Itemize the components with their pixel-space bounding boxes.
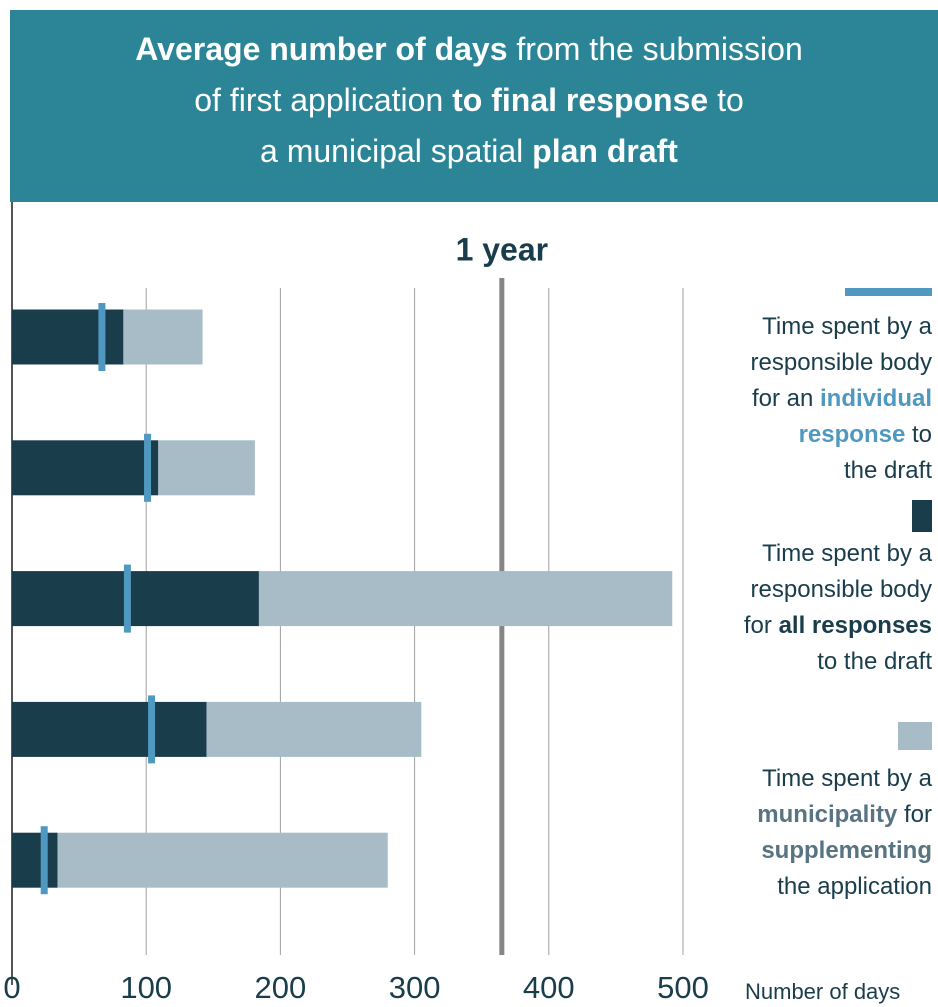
- legend-label-part: all responses: [779, 612, 932, 639]
- legend-label: for an individual: [752, 385, 932, 412]
- marker: [40, 826, 48, 895]
- legend-label: responsible body: [751, 349, 932, 376]
- legend-label-part: the application: [777, 873, 932, 900]
- x-tick-label: 0: [3, 970, 20, 1005]
- chart-title-part: to: [708, 82, 744, 118]
- bar-segment: [258, 571, 673, 627]
- legend-label-part: individual: [820, 385, 932, 412]
- legend-swatch: [898, 722, 932, 750]
- legend-label: the draft: [844, 457, 932, 484]
- legend-label: to the draft: [817, 648, 932, 675]
- legend-label-part: for an: [752, 385, 820, 412]
- chart-title: of first application to final response t…: [194, 82, 744, 118]
- legend-label: municipality for: [757, 801, 932, 828]
- legend-label-part: response: [799, 421, 906, 448]
- bar-segment: [12, 571, 259, 627]
- legend-label-part: for: [744, 612, 779, 639]
- legend-swatch: [912, 500, 932, 532]
- legend-label: Time spent by a: [762, 540, 933, 567]
- x-tick-label: 100: [120, 970, 172, 1005]
- legend-label: the application: [777, 873, 932, 900]
- legend-label: Time spent by a: [762, 313, 933, 340]
- legend-label-part: supplementing: [761, 837, 932, 864]
- chart-title-part: of first application: [194, 82, 452, 118]
- chart-title-part: to final response: [452, 82, 708, 118]
- legend-label-part: to: [905, 421, 932, 448]
- chart-title-part: from the submission: [508, 31, 803, 67]
- bar-segment: [12, 440, 159, 496]
- legend-label: response to: [799, 421, 932, 448]
- legend-label: Time spent by a: [762, 765, 933, 792]
- bar-segment: [57, 832, 388, 888]
- legend-label: responsible body: [751, 576, 932, 603]
- legend-label-part: Time spent by a: [762, 765, 933, 792]
- legend-label-part: Time spent by a: [762, 540, 933, 567]
- legend-label-part: responsible body: [751, 349, 932, 376]
- legend-swatch: [845, 288, 932, 296]
- x-axis-label: Number of days: [745, 979, 900, 1004]
- chart-title-part: Average number of days: [135, 31, 507, 67]
- chart-title-part: a municipal spatial: [260, 133, 532, 169]
- legend-label-part: municipality: [757, 801, 898, 828]
- marker: [144, 433, 152, 502]
- x-tick-label: 300: [389, 970, 441, 1005]
- marker: [123, 564, 131, 633]
- bar-segment: [12, 701, 207, 757]
- chart-title: a municipal spatial plan draft: [260, 133, 678, 169]
- bar-segment: [12, 832, 58, 888]
- legend-label: supplementing: [761, 837, 932, 864]
- legend-label: for all responses: [744, 612, 932, 639]
- title-box: [10, 10, 938, 202]
- x-tick-label: 400: [523, 970, 575, 1005]
- bar-segment: [206, 701, 422, 757]
- legend-label-part: Time spent by a: [762, 313, 933, 340]
- chart-title: Average number of days from the submissi…: [135, 31, 802, 67]
- marker: [98, 303, 106, 371]
- legend-label-part: to the draft: [817, 648, 932, 675]
- legend-label-part: the draft: [844, 457, 932, 484]
- bar-segment: [12, 309, 124, 365]
- bar-segment: [123, 309, 203, 365]
- chart-title-part: plan draft: [532, 133, 678, 169]
- bar-segment: [158, 440, 255, 496]
- x-tick-label: 500: [657, 970, 709, 1005]
- marker: [148, 695, 156, 764]
- x-tick-label: 200: [255, 970, 307, 1005]
- annotation-label: 1 year: [456, 231, 549, 267]
- legend-label-part: responsible body: [751, 576, 932, 603]
- legend-label-part: for: [897, 801, 932, 828]
